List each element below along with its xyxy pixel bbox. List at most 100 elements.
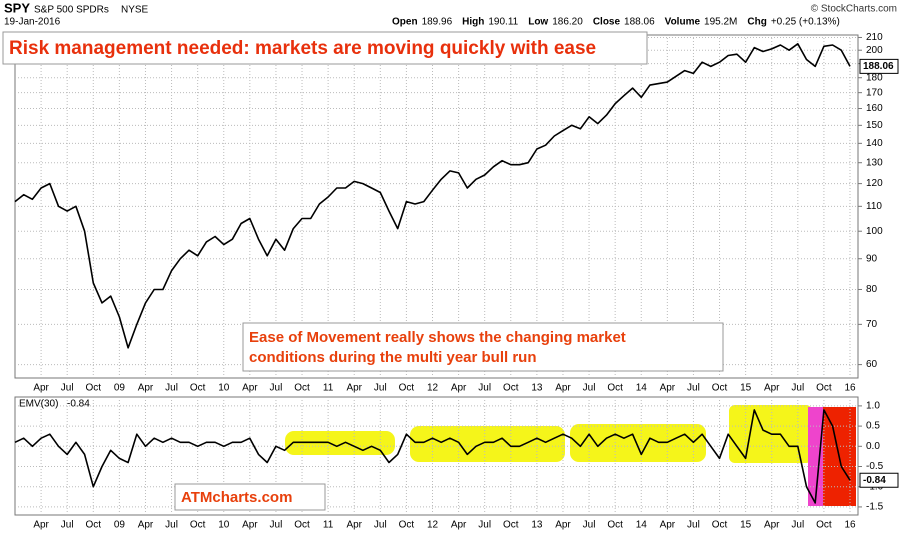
note-box bbox=[242, 322, 724, 372]
x-tick-label: Oct bbox=[503, 383, 519, 394]
x-tick-label: Oct bbox=[294, 383, 310, 394]
x-tick-label: Jul bbox=[687, 383, 700, 394]
x-tick-label: Oct bbox=[816, 383, 832, 394]
x-tick-label: 11 bbox=[323, 520, 334, 531]
quote-label: Open bbox=[392, 17, 418, 28]
x-tick-label: Jul bbox=[478, 383, 491, 394]
x-tick-label: 16 bbox=[844, 520, 856, 531]
note-line: conditions during the multi year bull ru… bbox=[249, 349, 537, 366]
x-tick-label: Oct bbox=[712, 520, 728, 531]
y-tick-label: 80 bbox=[866, 284, 878, 295]
x-tick-label: Jul bbox=[478, 520, 491, 531]
y-tick-label: 90 bbox=[866, 253, 878, 264]
quote-label: Close bbox=[593, 17, 621, 28]
y-tick-label: 110 bbox=[866, 201, 882, 212]
x-tick-label: Jul bbox=[374, 383, 387, 394]
y-tick-label: 160 bbox=[866, 103, 883, 114]
x-tick-label: Oct bbox=[86, 383, 102, 394]
quote-value: +0.25 (+0.13%) bbox=[771, 17, 840, 28]
quote-label: High bbox=[462, 17, 484, 28]
highlight bbox=[410, 426, 565, 462]
y-tick-label: 0.0 bbox=[866, 441, 880, 452]
x-tick-label: 12 bbox=[427, 520, 439, 531]
x-tick-label: Oct bbox=[607, 520, 623, 531]
x-tick-label: 14 bbox=[636, 383, 648, 394]
x-tick-label: Apr bbox=[764, 383, 780, 394]
x-tick-label: Apr bbox=[33, 383, 49, 394]
x-tick-label: Oct bbox=[294, 520, 310, 531]
x-tick-label: 13 bbox=[531, 383, 543, 394]
x-tick-label: Jul bbox=[165, 520, 178, 531]
y-tick-label: 60 bbox=[866, 359, 878, 370]
y-tick-label: 170 bbox=[866, 87, 883, 98]
x-tick-label: Jul bbox=[583, 520, 596, 531]
last-value-label: -0.84 bbox=[863, 475, 886, 486]
quote-value: 190.11 bbox=[488, 17, 518, 28]
x-tick-label: Jul bbox=[583, 383, 596, 394]
x-tick-label: Oct bbox=[607, 383, 623, 394]
emv-panel-frame bbox=[14, 396, 859, 516]
x-tick-label: Jul bbox=[687, 520, 700, 531]
y-tick-label: -0.5 bbox=[866, 461, 884, 472]
x-tick-label: Apr bbox=[346, 383, 362, 394]
x-tick-label: 15 bbox=[740, 520, 752, 531]
y-tick-label: 70 bbox=[866, 319, 878, 330]
x-tick-label: Apr bbox=[346, 520, 362, 531]
y-tick-label: 150 bbox=[866, 120, 883, 131]
y-tick-label: 140 bbox=[866, 138, 883, 149]
quote-value: 186.20 bbox=[552, 17, 583, 28]
headline-box bbox=[2, 31, 648, 65]
y-tick-label: 130 bbox=[866, 157, 883, 168]
x-tick-label: Jul bbox=[61, 383, 74, 394]
quote-label: Volume bbox=[665, 17, 701, 28]
security-name: S&P 500 SPDRs bbox=[34, 5, 109, 16]
x-tick-label: Oct bbox=[399, 383, 415, 394]
watermark: © StockCharts.com bbox=[811, 4, 897, 15]
x-tick-label: Oct bbox=[712, 383, 728, 394]
x-tick-label: 09 bbox=[114, 383, 126, 394]
x-tick-label: Apr bbox=[138, 383, 154, 394]
quote-value: 188.06 bbox=[624, 17, 655, 28]
y-tick-label: 210 bbox=[866, 32, 883, 43]
x-tick-label: 13 bbox=[531, 520, 543, 531]
x-tick-label: Jul bbox=[270, 520, 283, 531]
x-tick-label: Jul bbox=[61, 520, 74, 531]
source-box bbox=[174, 483, 326, 511]
y-tick-label: 120 bbox=[866, 178, 883, 189]
quote-bar: Open 189.96 High 190.11 Low 186.20 Close 188.06… bbox=[392, 17, 840, 28]
x-tick-label: 10 bbox=[218, 520, 230, 531]
source: ATMcharts.com bbox=[181, 489, 292, 506]
x-tick-label: Apr bbox=[242, 383, 258, 394]
date: 19-Jan-2016 bbox=[4, 17, 61, 28]
x-tick-label: Apr bbox=[242, 520, 258, 531]
x-tick-label: Apr bbox=[660, 520, 676, 531]
x-tick-label: Apr bbox=[33, 520, 49, 531]
highlight bbox=[808, 407, 823, 506]
last-value-box bbox=[859, 58, 899, 74]
y-tick-label: 0.5 bbox=[866, 421, 880, 432]
x-tick-label: 15 bbox=[740, 383, 752, 394]
x-tick-label: Apr bbox=[764, 520, 780, 531]
last-value-tag: -0.84 bbox=[859, 472, 899, 488]
x-tick-label: Oct bbox=[190, 383, 206, 394]
headline: Risk management needed: markets are movi… bbox=[9, 38, 596, 59]
y-tick-label: 100 bbox=[866, 226, 883, 237]
last-value-tag: 188.06 bbox=[859, 58, 899, 74]
x-tick-label: Oct bbox=[190, 520, 206, 531]
quote-label: Low bbox=[528, 17, 548, 28]
y-tick-label: 1.0 bbox=[866, 401, 880, 412]
exchange: NYSE bbox=[121, 5, 149, 16]
last-value-label: 188.06 bbox=[863, 61, 894, 72]
x-tick-label: 16 bbox=[844, 383, 856, 394]
x-tick-label: 09 bbox=[114, 520, 126, 531]
x-tick-label: Oct bbox=[503, 520, 519, 531]
indicator-name: EMV(30) bbox=[19, 399, 58, 410]
x-tick-label: Apr bbox=[138, 520, 154, 531]
quote-value: 195.2M bbox=[704, 17, 737, 28]
series-line bbox=[14, 409, 851, 504]
note-line: Ease of Movement really shows the changi… bbox=[249, 329, 626, 346]
y-tick-label: -1.5 bbox=[866, 502, 884, 513]
x-tick-label: Apr bbox=[451, 520, 467, 531]
x-tick-label: Jul bbox=[374, 520, 387, 531]
